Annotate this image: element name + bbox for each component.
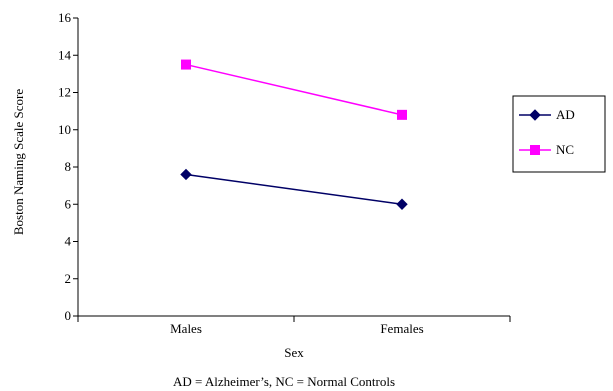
data-point-nc: [397, 109, 407, 120]
data-point-ad: [180, 168, 192, 181]
y-tick-label: 0: [65, 308, 72, 323]
y-tick-label: 4: [65, 234, 72, 249]
x-tick-label: Males: [170, 321, 202, 336]
series-line-nc: [185, 63, 403, 116]
legend-label-ad: AD: [556, 107, 575, 122]
series-layer: [180, 59, 408, 210]
legend-marker-nc: [530, 145, 540, 155]
y-axis-ticks: 0 2 4 6 8 10 12 14 16: [58, 10, 78, 323]
y-tick-label: 12: [58, 85, 71, 100]
y-tick-label: 10: [58, 122, 71, 137]
legend: AD NC: [512, 95, 606, 173]
legend-label-nc: NC: [556, 142, 574, 157]
x-axis-title: Sex: [284, 345, 304, 360]
legend-marker-ad: [529, 109, 541, 121]
x-tick-label: Females: [380, 321, 423, 336]
footnote: AD = Alzheimer’s, NC = Normal Controls: [173, 374, 395, 389]
x-axis-ticks: Males Females: [77, 316, 511, 336]
y-tick-label: 16: [58, 10, 72, 25]
y-tick-label: 14: [58, 47, 72, 62]
y-tick-label: 6: [65, 196, 72, 211]
y-tick-label: 2: [65, 271, 72, 286]
data-point-nc: [181, 59, 191, 70]
data-point-ad: [396, 198, 408, 210]
series-line-ad: [185, 173, 403, 205]
y-axis-title: Boston Naming Scale Score: [11, 89, 26, 235]
chart-axes: [77, 18, 510, 317]
legend-box: [512, 95, 606, 173]
y-tick-label: 8: [65, 159, 72, 174]
